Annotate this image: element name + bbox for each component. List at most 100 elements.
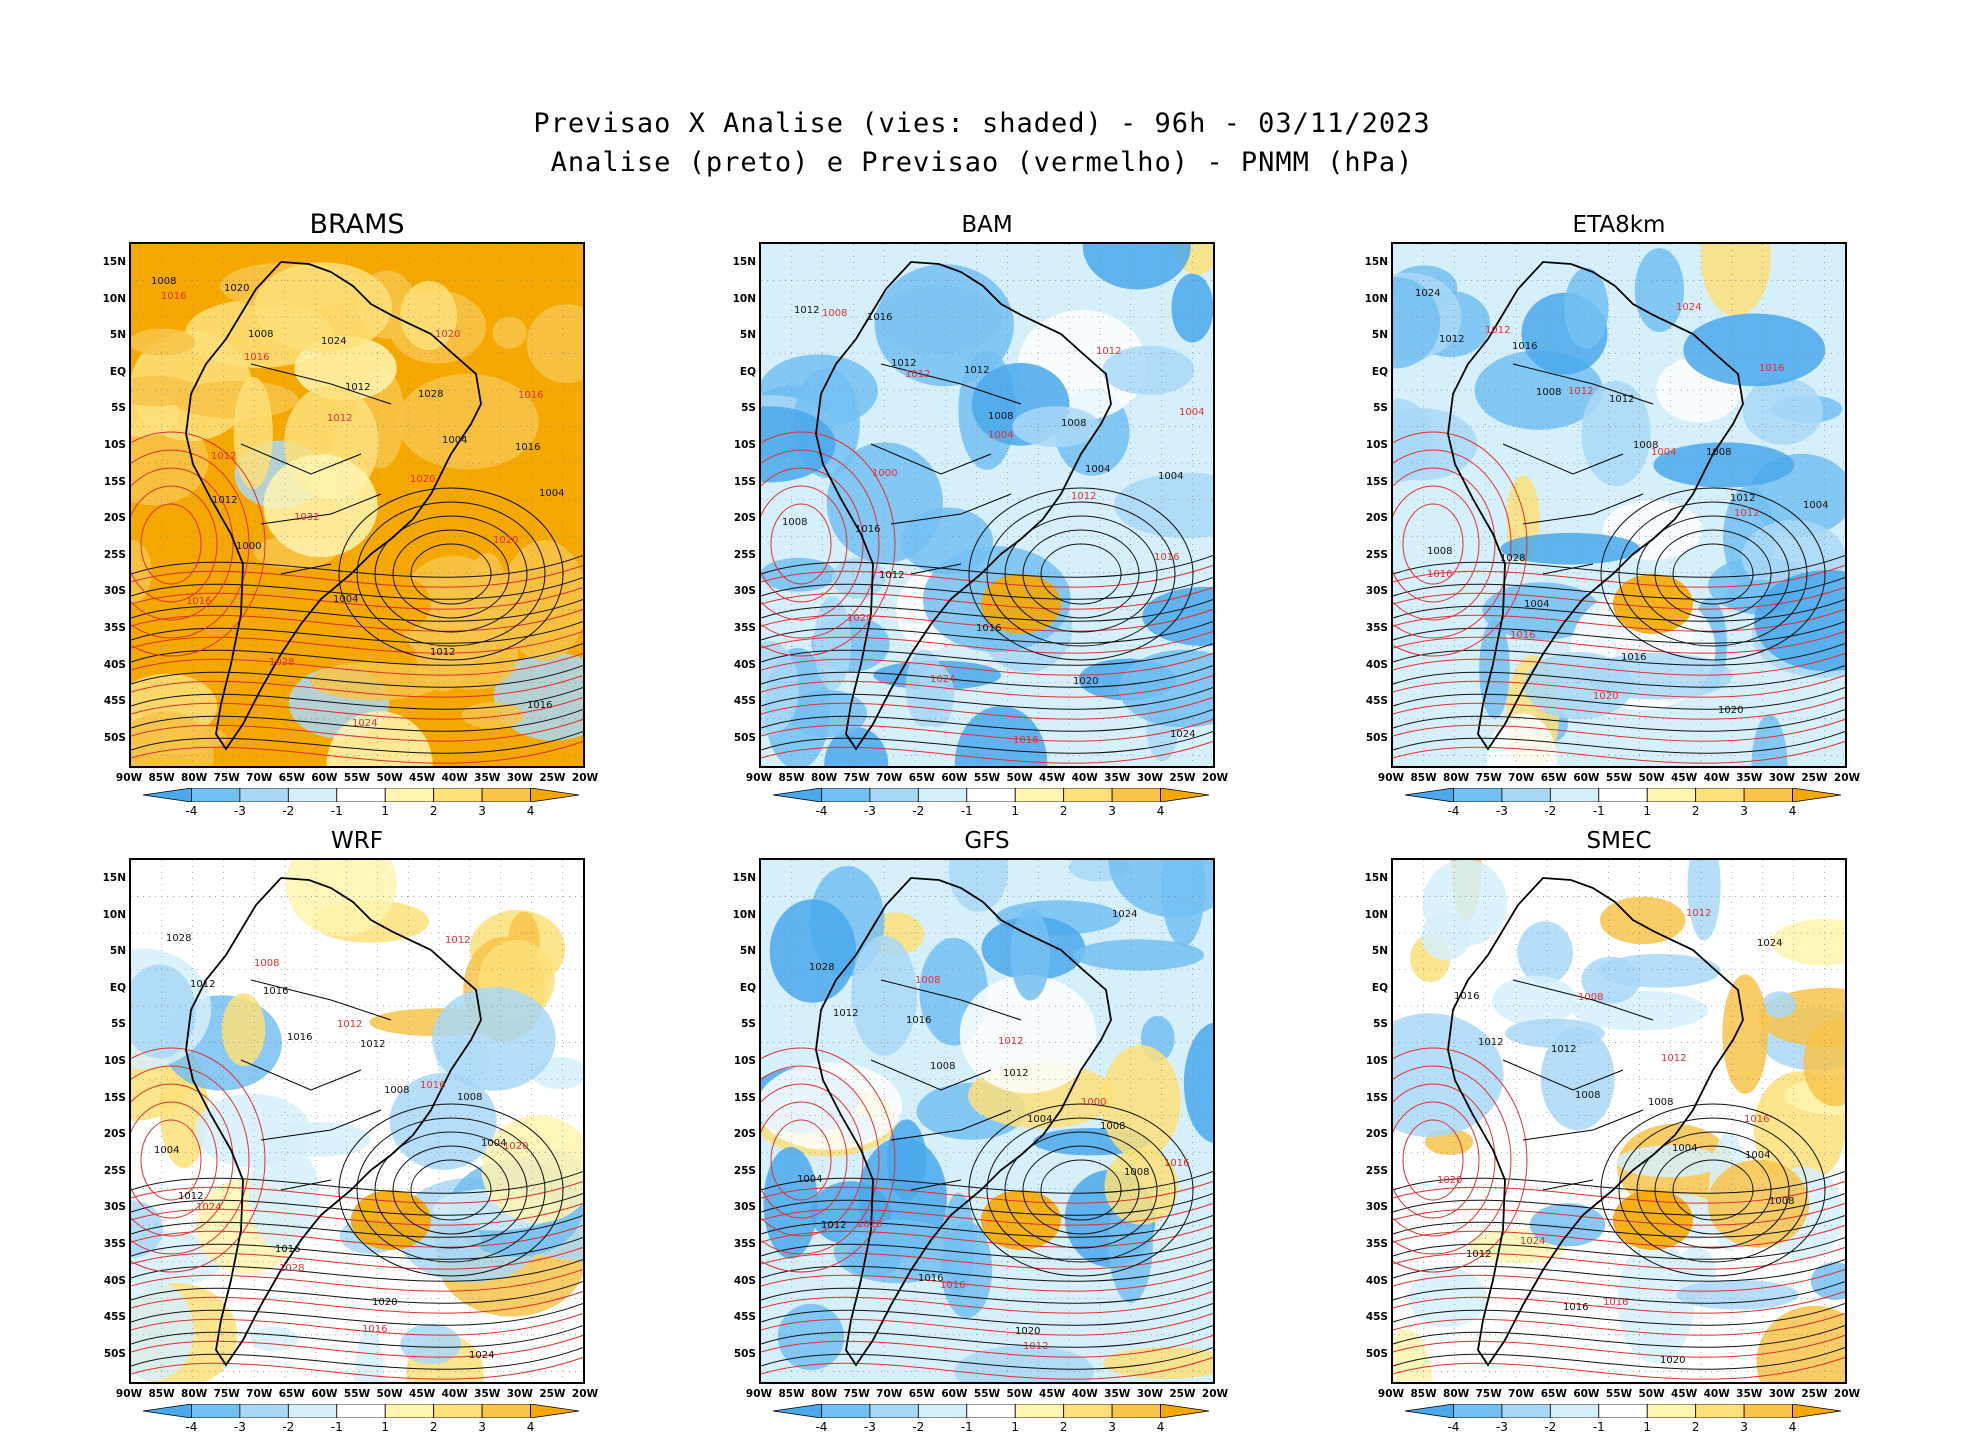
isobar-analysis <box>1393 1170 1845 1194</box>
lon-tick-label: 35W <box>474 772 501 784</box>
contour-label-analysis: 1016 <box>1563 1302 1588 1313</box>
contour-label-analysis: 1016 <box>275 1244 300 1255</box>
lon-tick-label: 40W <box>1071 1388 1098 1400</box>
colorbar-label: -2 <box>912 1420 925 1434</box>
contour-label-analysis: 1012 <box>345 382 370 393</box>
contour-label-analysis: 1004 <box>442 435 467 446</box>
colorbar-label: -4 <box>815 804 828 818</box>
contour-label-analysis: 1004 <box>539 488 564 499</box>
contour-label-forecast: 1020 <box>493 535 518 546</box>
isobar-analysis <box>1393 598 1845 622</box>
colorbar-segment <box>1160 788 1209 802</box>
lon-tick-label: 85W <box>148 1388 175 1400</box>
lon-tick-label: 80W <box>181 772 208 784</box>
colorbar-label: 1 <box>381 1420 390 1434</box>
colorbar-label: 4 <box>1156 804 1165 818</box>
isobar-forecast <box>770 1119 832 1201</box>
colorbar-segment <box>1160 1404 1209 1418</box>
isobar-analysis <box>131 730 583 754</box>
contour-label-analysis: 1020 <box>224 283 249 294</box>
isobar-analysis <box>131 576 583 600</box>
bias-patch <box>1104 1147 1179 1225</box>
contour-label-analysis: 1012 <box>1439 334 1464 345</box>
bias-patch <box>492 316 527 349</box>
lat-tick-label: 25S <box>103 548 126 561</box>
bias-patch <box>1171 273 1213 343</box>
colorbar-segment <box>1014 788 1065 802</box>
isobar-analysis <box>131 620 583 644</box>
lon-tick-label: 40W <box>1071 772 1098 784</box>
colorbar-segment <box>1598 1404 1648 1418</box>
country-border <box>280 1179 332 1191</box>
contour-label-forecast: 1000 <box>1081 1097 1106 1108</box>
isobar-forecast <box>1393 1334 1845 1358</box>
map-plot-area: 1012 1016 1008 1004 1012 1016 1020 1024 1028 1016… <box>129 858 585 1384</box>
lat-tick-label: 35S <box>1365 1238 1388 1250</box>
bias-patch <box>131 964 196 1059</box>
colorbar-label: 2 <box>429 804 438 818</box>
contour-label-analysis: 1008 <box>384 1085 409 1096</box>
isobar-forecast <box>1393 1312 1845 1336</box>
lat-tick-label: 15S <box>733 1091 756 1104</box>
contour-label-forecast: 1012 <box>1096 346 1121 357</box>
lat-tick-label: 10N <box>102 908 126 921</box>
lat-tick-label: 20S <box>103 1128 126 1141</box>
country-border <box>1522 493 1644 525</box>
lat-tick-label: 40S <box>733 658 756 671</box>
lon-tick-label: 75W <box>213 772 240 784</box>
bias-patch <box>131 328 196 356</box>
country-border <box>250 979 392 1021</box>
contour-label-forecast: 1004 <box>1179 407 1204 418</box>
country-border <box>870 443 992 475</box>
colorbar-label: 3 <box>1108 804 1116 818</box>
isobar-forecast <box>131 564 583 588</box>
lon-tick-label: 55W <box>343 1388 371 1400</box>
isobar-analysis <box>392 529 510 619</box>
lon-tick-label: 70W <box>1508 772 1535 784</box>
bias-patch <box>1613 1190 1693 1250</box>
colorbar-segment <box>1111 788 1161 802</box>
country-border <box>250 363 392 405</box>
lon-tick-label: 90W <box>1377 772 1405 784</box>
lat-tick-label: 5S <box>741 1018 756 1031</box>
continent-outline <box>1447 877 1744 1367</box>
lon-tick-label: 90W <box>115 1388 143 1400</box>
isobar-analysis <box>761 686 1213 710</box>
colorbar-label: 4 <box>526 1420 535 1434</box>
lon-tick-label: 45W <box>409 1388 436 1400</box>
isobar-analysis <box>1393 620 1845 644</box>
lat-tick-label: 15N <box>732 256 756 268</box>
contour-label-forecast: 1020 <box>503 1141 528 1152</box>
isobar-analysis <box>1393 730 1845 754</box>
contour-label-analysis: 1004 <box>1745 1150 1770 1161</box>
bias-patch <box>249 1326 298 1352</box>
isobar-analysis <box>761 598 1213 622</box>
lat-tick-label: EQ <box>1371 981 1388 994</box>
contour-label-forecast: 1020 <box>410 474 435 485</box>
lon-tick-label: 30W <box>1768 772 1795 784</box>
isobar-forecast <box>131 1312 583 1336</box>
colorbar-segment <box>191 1404 241 1418</box>
lon-tick-label: 45W <box>1671 1388 1698 1400</box>
colorbar-segment <box>433 788 483 802</box>
isobar-forecast <box>1393 467 1496 621</box>
colorbar-label: 1 <box>1643 804 1652 818</box>
colorbar-segment <box>143 788 192 802</box>
isobar-analysis <box>1393 1214 1845 1238</box>
colorbar-label: 3 <box>1740 804 1748 818</box>
isobar-analysis <box>131 1192 583 1216</box>
bias-patch <box>1524 652 1634 720</box>
colorbar-segment <box>384 1404 435 1418</box>
lat-tick-label: 15N <box>732 872 756 884</box>
bias-patch <box>814 596 851 691</box>
contour-label-analysis: 1004 <box>481 1138 506 1149</box>
contour-label-analysis: 1020 <box>1718 705 1743 716</box>
lon-tick-label: 45W <box>1039 772 1066 784</box>
lon-tick-label: 90W <box>1377 1388 1405 1400</box>
contour-label-forecast: 1016 <box>1164 1158 1189 1169</box>
bias-patch <box>461 702 524 729</box>
contour-label-forecast: 1016 <box>1744 1114 1769 1125</box>
lon-tick-label: 55W <box>973 1388 1001 1400</box>
contour-label-forecast: 1016 <box>362 1324 387 1335</box>
lon-tick-label: 80W <box>181 1388 208 1400</box>
